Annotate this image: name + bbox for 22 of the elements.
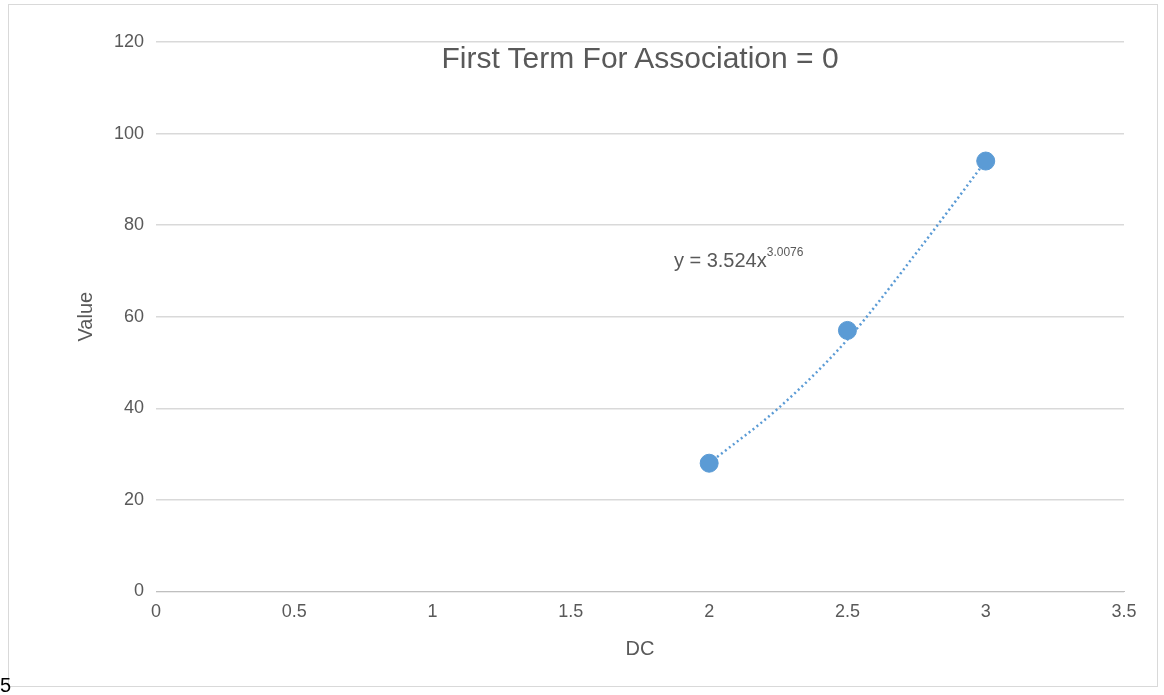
x-tick-label: 3.5 xyxy=(1111,601,1137,622)
y-tick-label: 100 xyxy=(113,122,145,143)
x-tick-label: 0.5 xyxy=(281,601,307,622)
x-tick-label: 2 xyxy=(704,601,715,622)
y-axis-title: Value xyxy=(73,291,96,342)
text: 5 xyxy=(0,673,12,695)
y-tick-label: 80 xyxy=(124,214,145,235)
point xyxy=(976,151,996,171)
x-tick-label: 3 xyxy=(980,601,991,622)
y-tick-label: 60 xyxy=(124,305,145,326)
x-tick-label: 1 xyxy=(427,601,438,622)
x-tick-label: 0 xyxy=(151,601,162,622)
y-tick-label: 0 xyxy=(134,580,145,601)
y-tick-label: 20 xyxy=(124,488,145,509)
x-axis-title: DC xyxy=(625,636,655,659)
point xyxy=(837,320,857,340)
chart-title: First Term For Association = 0 xyxy=(441,41,839,75)
y-tick-label: 40 xyxy=(124,397,145,418)
x-tick-label: 2.5 xyxy=(834,601,860,622)
x-tick-label: 1.5 xyxy=(558,601,584,622)
point xyxy=(699,453,719,473)
y-tick-label: 120 xyxy=(113,30,145,51)
